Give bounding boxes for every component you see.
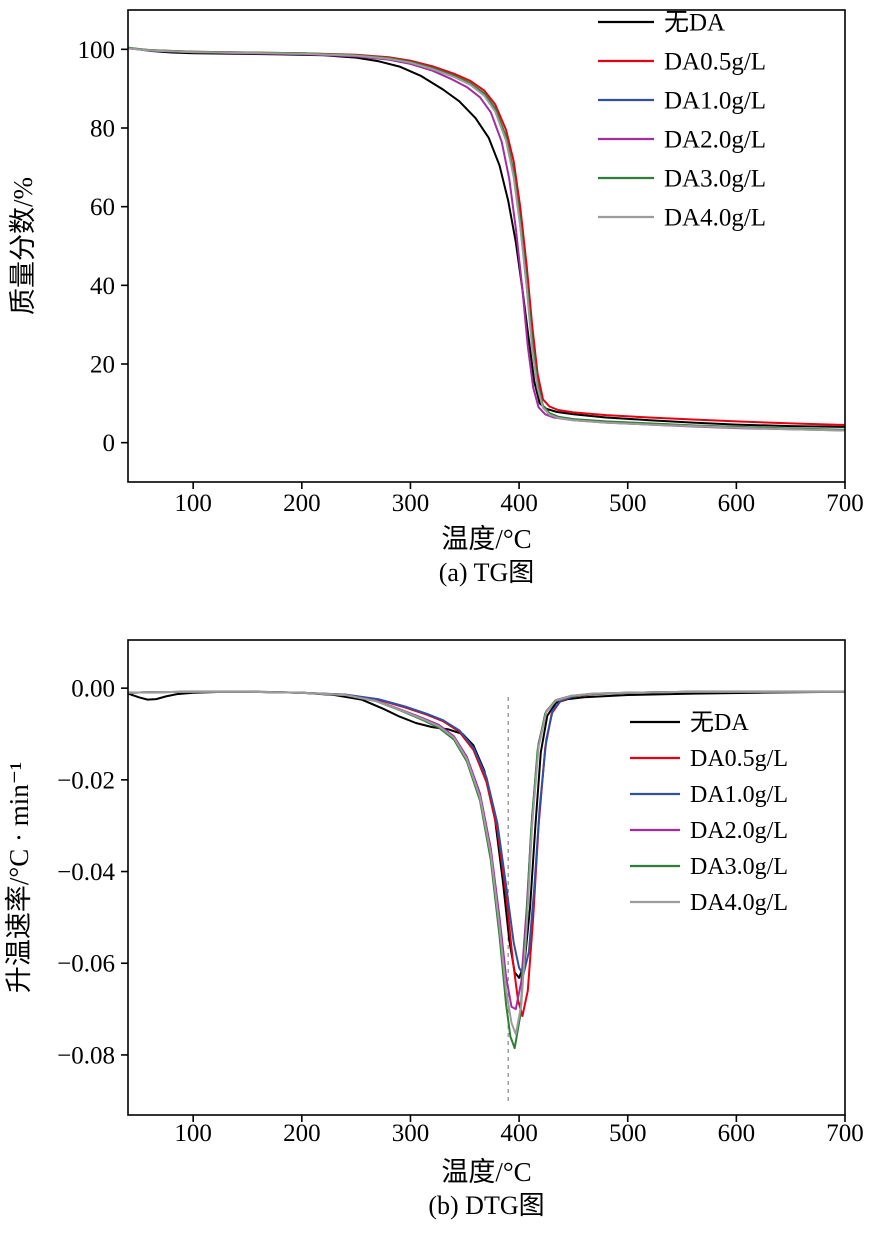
series-group — [128, 690, 845, 1050]
legend-label-5: DA4.0g/L — [690, 890, 788, 916]
legend-label-2: DA1.0g/L — [664, 88, 766, 115]
y-tick-label: 60 — [90, 194, 115, 221]
legend-label-5: DA4.0g/L — [664, 205, 766, 232]
x-tick-label: 300 — [392, 490, 430, 517]
panel-b: 100 200 300 400 500 600 700 0.00 −0.02 −0.04 −0.06… — [0, 590, 871, 1223]
y-tick-label: −0.06 — [57, 951, 115, 978]
legend-label-0: 无DA — [664, 10, 725, 37]
legend-label-3: DA2.0g/L — [664, 127, 766, 154]
panel-caption-a: (a) TG图 — [438, 558, 535, 587]
series-group — [128, 46, 845, 432]
legend-label-1: DA0.5g/L — [664, 49, 766, 76]
x-tick-label: 600 — [718, 1120, 756, 1147]
legend-label-0: 无DA — [690, 710, 749, 736]
x-tick-label: 400 — [500, 1120, 538, 1147]
y-tick-label: −0.02 — [57, 767, 115, 794]
y-tick-label: 0.00 — [71, 676, 115, 703]
panel-a: 100 200 300 400 500 600 700 0 20 40 60 80 100 质量分数/% 无… — [0, 2, 871, 590]
x-tick-label: 300 — [392, 1120, 430, 1147]
plot-frame — [127, 9, 846, 483]
x-axis-label-b: 温度/°C — [441, 1157, 532, 1187]
x-tick-label: 100 — [174, 490, 212, 517]
tg-chart: 100 200 300 400 500 600 700 0 20 40 60 80 100 质量分数/% 无… — [8, 9, 864, 517]
y-tick-label: −0.04 — [57, 859, 115, 886]
series-line-5 — [128, 690, 845, 1036]
legend-label-1: DA0.5g/L — [690, 746, 788, 772]
legend-label-3: DA2.0g/L — [690, 818, 788, 844]
x-tick-label: 500 — [609, 490, 647, 517]
y-axis-label: 升温速率/°C · min⁻¹ — [4, 762, 34, 993]
series-line-5 — [128, 47, 845, 432]
y-tick-label: 80 — [90, 116, 115, 143]
x-tick-label: 100 — [174, 1120, 212, 1147]
panel-caption-b: (b) DTG图 — [428, 1191, 545, 1220]
y-tick-label: 20 — [90, 352, 115, 379]
x-tick-label: 600 — [718, 490, 756, 517]
x-tick-label: 700 — [826, 1120, 864, 1147]
y-tick-label: 0 — [103, 430, 116, 457]
dtg-chart: 100 200 300 400 500 600 700 0.00 −0.02 −0.04 −0.06… — [4, 639, 864, 1147]
plot-frame — [127, 639, 846, 1116]
series-line-3 — [128, 690, 845, 1011]
legend-label-2: DA1.0g/L — [690, 782, 788, 808]
x-tick-label: 700 — [826, 490, 864, 517]
legend-label-4: DA3.0g/L — [690, 854, 788, 880]
x-tick-label: 400 — [500, 490, 538, 517]
legend-label-4: DA3.0g/L — [664, 166, 766, 193]
x-tick-label: 500 — [609, 1120, 647, 1147]
x-tick-label: 200 — [283, 490, 321, 517]
y-tick-label: 100 — [78, 37, 116, 64]
x-tick-label: 200 — [283, 1120, 321, 1147]
y-axis-label: 质量分数/% — [8, 177, 38, 315]
y-tick-label: −0.08 — [57, 1042, 115, 1069]
x-axis-label-a: 温度/°C — [441, 524, 532, 554]
y-tick-label: 40 — [90, 273, 115, 300]
